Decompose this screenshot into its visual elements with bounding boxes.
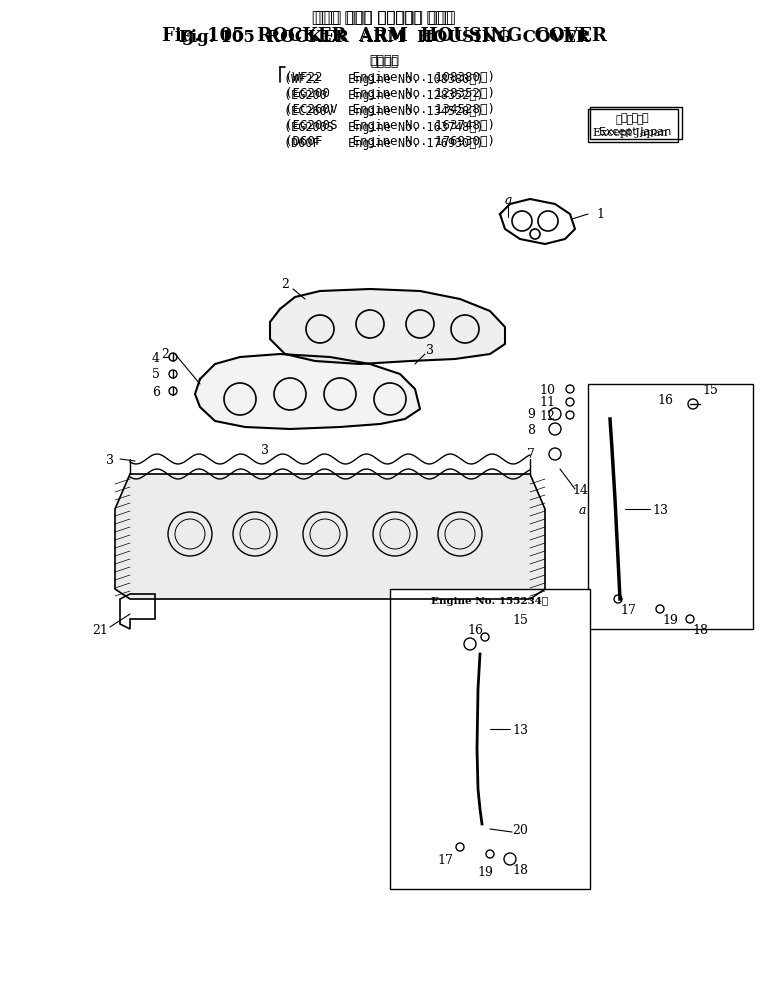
Text: 海 外 向: 海 外 向 bbox=[621, 113, 649, 123]
Text: 19: 19 bbox=[477, 865, 493, 878]
Text: 21: 21 bbox=[92, 623, 108, 636]
Bar bbox=[588, 110, 678, 143]
Text: Except Japan: Except Japan bbox=[593, 128, 667, 138]
Bar bbox=[390, 589, 590, 889]
Text: 3: 3 bbox=[426, 343, 434, 356]
Text: a: a bbox=[578, 503, 586, 516]
Text: 6: 6 bbox=[152, 385, 160, 399]
Text: 7: 7 bbox=[527, 448, 535, 461]
Text: 13: 13 bbox=[512, 723, 528, 736]
Text: (EG200   Engine No. 128352～): (EG200 Engine No. 128352～) bbox=[285, 86, 495, 99]
Text: ロッカ アーム ハウジング カバー: ロッカ アーム ハウジング カバー bbox=[312, 11, 456, 26]
Text: 1: 1 bbox=[596, 209, 604, 222]
Polygon shape bbox=[195, 355, 420, 429]
Text: 19: 19 bbox=[662, 613, 678, 626]
Text: 2: 2 bbox=[281, 278, 289, 291]
Text: 17: 17 bbox=[620, 603, 636, 616]
Text: 適用号機: 適用号機 bbox=[369, 54, 399, 67]
Text: 10: 10 bbox=[539, 383, 555, 396]
Text: 5: 5 bbox=[152, 368, 160, 381]
Text: 15: 15 bbox=[702, 383, 718, 396]
Text: 3: 3 bbox=[106, 453, 114, 466]
Bar bbox=[590, 108, 682, 140]
Text: 2: 2 bbox=[161, 348, 169, 361]
Text: 13: 13 bbox=[652, 503, 668, 516]
Text: 4: 4 bbox=[152, 351, 160, 364]
Text: 17: 17 bbox=[437, 853, 453, 866]
Text: 20: 20 bbox=[512, 823, 528, 836]
Text: a: a bbox=[504, 193, 511, 207]
Text: 18: 18 bbox=[512, 863, 528, 876]
Text: Fig. 105  ROCKER  ARM  HOUSING  COVER: Fig. 105 ROCKER ARM HOUSING COVER bbox=[178, 29, 589, 46]
Text: (EC260V  Engine No. 134528～): (EC260V Engine No. 134528～) bbox=[285, 105, 484, 118]
Text: (EG200S  Engine No. 163748～): (EG200S Engine No. 163748～) bbox=[285, 121, 484, 134]
Text: 12: 12 bbox=[539, 410, 555, 422]
Text: 14: 14 bbox=[572, 483, 588, 496]
Text: (WF22    Engine No. 108380～): (WF22 Engine No. 108380～) bbox=[285, 74, 484, 86]
Text: Fig. 105  ROCKER  ARM  HOUSING  COVER: Fig. 105 ROCKER ARM HOUSING COVER bbox=[161, 27, 607, 45]
Text: (EG200S  Engine No. 163748～): (EG200S Engine No. 163748～) bbox=[285, 118, 495, 131]
Text: 15: 15 bbox=[512, 613, 528, 626]
Text: 18: 18 bbox=[692, 623, 708, 636]
Text: 16: 16 bbox=[657, 393, 673, 407]
Polygon shape bbox=[115, 474, 545, 599]
Bar bbox=[588, 385, 753, 629]
Text: Except Japan: Except Japan bbox=[599, 127, 671, 137]
Polygon shape bbox=[270, 289, 505, 365]
Text: (EG200   Engine No. 128352～): (EG200 Engine No. 128352～) bbox=[285, 89, 484, 102]
Text: 8: 8 bbox=[527, 423, 535, 436]
Text: 適用号機: 適用号機 bbox=[370, 56, 398, 69]
Text: 16: 16 bbox=[467, 623, 483, 636]
Text: 3: 3 bbox=[261, 443, 269, 456]
Text: (D60F    Engine No. 176930～): (D60F Engine No. 176930～) bbox=[285, 134, 495, 147]
Text: 海 外 向: 海 外 向 bbox=[616, 114, 644, 125]
Text: (WF22    Engine No. 108380～): (WF22 Engine No. 108380～) bbox=[285, 71, 495, 83]
Text: 11: 11 bbox=[539, 396, 555, 410]
Text: (D60F    Engine No. 176930～): (D60F Engine No. 176930～) bbox=[285, 137, 484, 150]
Text: (EC260V  Engine No. 134528～): (EC260V Engine No. 134528～) bbox=[285, 102, 495, 115]
Text: Engine No. 155234～: Engine No. 155234～ bbox=[431, 597, 548, 606]
Text: 9: 9 bbox=[527, 409, 535, 421]
Text: ロッカ アーム ハウジング カバー: ロッカ アーム ハウジング カバー bbox=[315, 11, 453, 26]
